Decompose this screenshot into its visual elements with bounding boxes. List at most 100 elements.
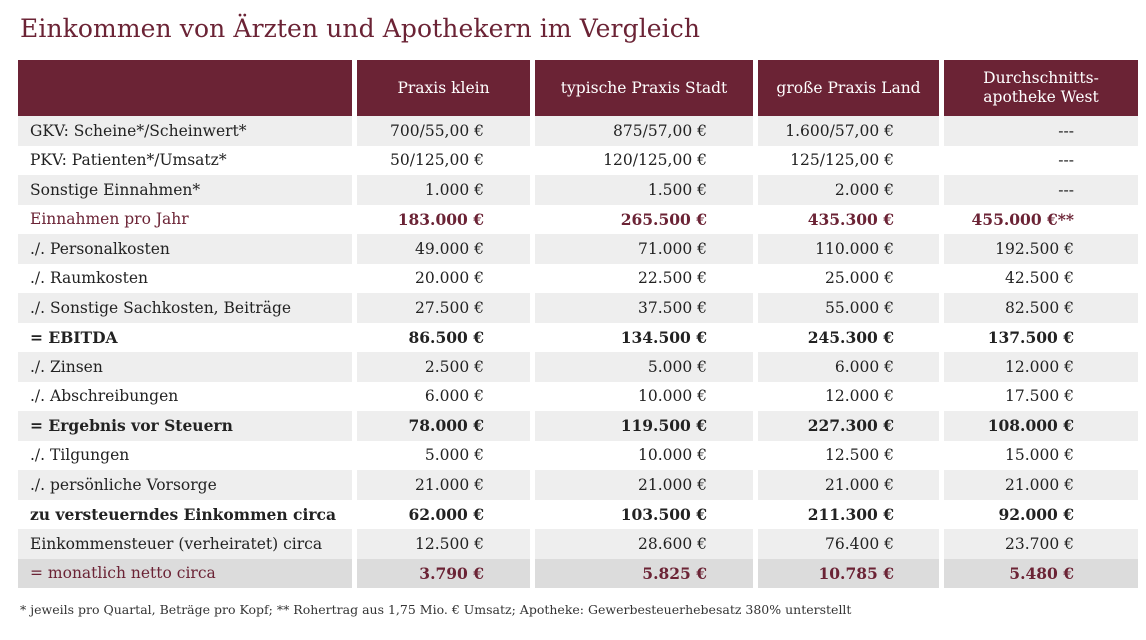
row-value: 110.000 € <box>758 234 939 264</box>
row-value: 2.500 € <box>357 352 530 382</box>
row-label: ./. persönliche Vorsorge <box>18 470 352 500</box>
row-value: 28.600 € <box>535 529 753 559</box>
row-value: 1.500 € <box>535 175 753 205</box>
row-value: 20.000 € <box>357 263 530 293</box>
row-value: 22.500 € <box>535 263 753 293</box>
table-body: GKV: Scheine*/Scheinwert* 700/55,00 €875/… <box>18 116 1138 588</box>
row-value: 6.000 € <box>357 381 530 411</box>
row-value: 192.500 € <box>944 234 1138 264</box>
page-title: Einkommen von Ärzten und Apothekern im V… <box>20 14 701 43</box>
row-value: 71.000 € <box>535 234 753 264</box>
table-row: ./. Abschreibungen 6.000 €10.000 €12.000 … <box>18 381 1138 411</box>
table-row: Sonstige Einnahmen* 1.000 €1.500 €2.000 €… <box>18 175 1138 205</box>
row-value: 134.500 € <box>535 322 753 352</box>
row-value: 875/57,00 € <box>535 116 753 146</box>
row-value: 17.500 € <box>944 381 1138 411</box>
header-durchschnittsapotheke-west: Durchschnitts- apotheke West <box>944 60 1138 116</box>
table-row: ./. Zinsen 2.500 €5.000 €6.000 €12.000 € <box>18 352 1138 382</box>
row-label: Einkommensteuer (verheiratet) circa <box>18 529 352 559</box>
table-row: PKV: Patienten*/Umsatz* 50/125,00 €120/12… <box>18 145 1138 175</box>
table-row: ./. persönliche Vorsorge 21.000 €21.000 €… <box>18 470 1138 500</box>
table-row: ./. Tilgungen 5.000 €10.000 €12.500 €15.0… <box>18 440 1138 470</box>
row-value: 137.500 € <box>944 322 1138 352</box>
row-value: 119.500 € <box>535 411 753 441</box>
row-label: GKV: Scheine*/Scheinwert* <box>18 116 352 146</box>
row-value: 10.000 € <box>535 440 753 470</box>
table-row: ./. Raumkosten 20.000 €22.500 €25.000 €42… <box>18 263 1138 293</box>
table-row: = Ergebnis vor Steuern 78.000 €119.500 €2… <box>18 411 1138 441</box>
table-row: = monatlich netto circa 3.790 €5.825 €10.… <box>18 558 1138 588</box>
row-label: ./. Personalkosten <box>18 234 352 264</box>
row-value: 211.300 € <box>758 499 939 529</box>
row-label: ./. Tilgungen <box>18 440 352 470</box>
row-label: Einnahmen pro Jahr <box>18 204 352 234</box>
row-value: 103.500 € <box>535 499 753 529</box>
row-value: 5.000 € <box>535 352 753 382</box>
row-value: --- <box>944 116 1138 146</box>
row-value: --- <box>944 175 1138 205</box>
row-value: 120/125,00 € <box>535 145 753 175</box>
table-row: ./. Sonstige Sachkosten, Beiträge 27.500 … <box>18 293 1138 323</box>
row-value: 21.000 € <box>535 470 753 500</box>
row-value: 27.500 € <box>357 293 530 323</box>
row-value: --- <box>944 145 1138 175</box>
table-header-row: Praxis klein typische Praxis Stadt große… <box>18 60 1138 116</box>
header-grosse-praxis-land: große Praxis Land <box>758 60 939 116</box>
row-value: 86.500 € <box>357 322 530 352</box>
row-label: Sonstige Einnahmen* <box>18 175 352 205</box>
row-label: ./. Sonstige Sachkosten, Beiträge <box>18 293 352 323</box>
row-value: 6.000 € <box>758 352 939 382</box>
row-value: 49.000 € <box>357 234 530 264</box>
row-label: ./. Zinsen <box>18 352 352 382</box>
row-value: 15.000 € <box>944 440 1138 470</box>
row-value: 5.000 € <box>357 440 530 470</box>
income-comparison-table: Praxis klein typische Praxis Stadt große… <box>13 60 1143 588</box>
row-label: ./. Abschreibungen <box>18 381 352 411</box>
row-value: 227.300 € <box>758 411 939 441</box>
row-value: 12.500 € <box>758 440 939 470</box>
row-value: 42.500 € <box>944 263 1138 293</box>
row-value: 21.000 € <box>758 470 939 500</box>
header-praxis-klein: Praxis klein <box>357 60 530 116</box>
table-row: zu versteuerndes Einkommen circa 62.000 €… <box>18 499 1138 529</box>
table-row: ./. Personalkosten 49.000 €71.000 €110.00… <box>18 234 1138 264</box>
row-value: 1.000 € <box>357 175 530 205</box>
row-label: PKV: Patienten*/Umsatz* <box>18 145 352 175</box>
row-value: 183.000 € <box>357 204 530 234</box>
row-value: 10.000 € <box>535 381 753 411</box>
row-value: 10.785 € <box>758 558 939 588</box>
row-value: 455.000 €** <box>944 204 1138 234</box>
row-value: 700/55,00 € <box>357 116 530 146</box>
table-row: Einnahmen pro Jahr 183.000 €265.500 €435.… <box>18 204 1138 234</box>
row-value: 55.000 € <box>758 293 939 323</box>
row-value: 76.400 € <box>758 529 939 559</box>
row-value: 12.000 € <box>758 381 939 411</box>
row-value: 82.500 € <box>944 293 1138 323</box>
table-row: Einkommensteuer (verheiratet) circa 12.50… <box>18 529 1138 559</box>
row-value: 21.000 € <box>944 470 1138 500</box>
row-value: 78.000 € <box>357 411 530 441</box>
row-label: = monatlich netto circa <box>18 558 352 588</box>
row-value: 1.600/57,00 € <box>758 116 939 146</box>
table-row: GKV: Scheine*/Scheinwert* 700/55,00 €875/… <box>18 116 1138 146</box>
row-label: = EBITDA <box>18 322 352 352</box>
header-typische-praxis-stadt: typische Praxis Stadt <box>535 60 753 116</box>
row-value: 50/125,00 € <box>357 145 530 175</box>
row-value: 92.000 € <box>944 499 1138 529</box>
row-label: zu versteuerndes Einkommen circa <box>18 499 352 529</box>
row-value: 37.500 € <box>535 293 753 323</box>
row-value: 12.500 € <box>357 529 530 559</box>
row-value: 5.825 € <box>535 558 753 588</box>
row-value: 23.700 € <box>944 529 1138 559</box>
footnote: * jeweils pro Quartal, Beträge pro Kopf;… <box>20 602 852 617</box>
row-value: 3.790 € <box>357 558 530 588</box>
row-label: ./. Raumkosten <box>18 263 352 293</box>
row-value: 62.000 € <box>357 499 530 529</box>
header-empty-cell <box>18 60 352 116</box>
table-row: = EBITDA 86.500 €134.500 €245.300 €137.50… <box>18 322 1138 352</box>
row-value: 12.000 € <box>944 352 1138 382</box>
row-label: = Ergebnis vor Steuern <box>18 411 352 441</box>
row-value: 435.300 € <box>758 204 939 234</box>
row-value: 125/125,00 € <box>758 145 939 175</box>
row-value: 21.000 € <box>357 470 530 500</box>
